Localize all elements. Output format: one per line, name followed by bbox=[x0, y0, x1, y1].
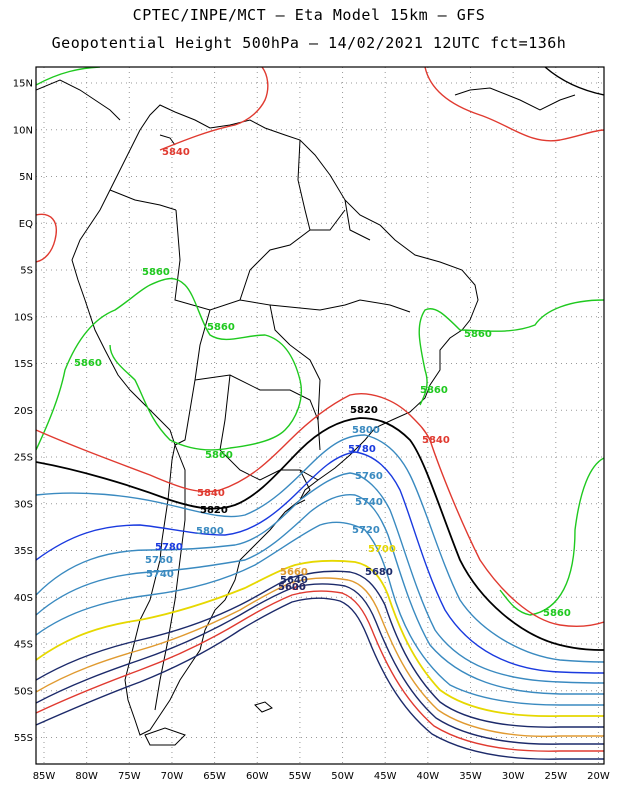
contour-5840-north bbox=[159, 67, 269, 151]
contour-5720 bbox=[36, 521, 604, 706]
lat-tick-label: 55S bbox=[14, 733, 33, 744]
lat-tick-label: 15N bbox=[13, 79, 33, 90]
lat-lon-grid bbox=[36, 67, 604, 764]
contour-5780 bbox=[36, 451, 604, 674]
lon-tick-label: 60W bbox=[246, 771, 269, 782]
lat-tick-label: 30S bbox=[14, 499, 33, 510]
contour-5680 bbox=[36, 570, 604, 728]
lon-tick-label: 45W bbox=[374, 771, 397, 782]
contour-5760 bbox=[36, 472, 604, 684]
contour-5860-top bbox=[36, 67, 101, 86]
contour-label: 5700 bbox=[368, 544, 396, 555]
lon-tick-label: 35W bbox=[459, 771, 482, 782]
lon-tick-label: 20W bbox=[587, 771, 610, 782]
lat-tick-label: 25S bbox=[14, 453, 33, 464]
contour-label: 5840 bbox=[422, 435, 450, 446]
contour-5800 bbox=[36, 434, 604, 663]
contour-5860-southeast bbox=[499, 457, 604, 616]
contour-5840-east bbox=[429, 439, 604, 627]
lon-tick-label: 30W bbox=[502, 771, 525, 782]
contour-label: 5740 bbox=[355, 497, 383, 508]
contour-label: 5800 bbox=[196, 526, 224, 537]
contour-5600 bbox=[36, 597, 604, 760]
contour-label: 5840 bbox=[197, 488, 225, 499]
contour-label: 5760 bbox=[355, 471, 383, 482]
contour-label: 5820 bbox=[350, 405, 378, 416]
lon-tick-label: 25W bbox=[544, 771, 567, 782]
contour-label: 5680 bbox=[365, 567, 393, 578]
contour-label: 5860 bbox=[207, 322, 235, 333]
lon-tick-label: 80W bbox=[75, 771, 98, 782]
contour-label: 5800 bbox=[352, 425, 380, 436]
contour-label: 5780 bbox=[348, 444, 376, 455]
contour-5860-main bbox=[36, 277, 302, 451]
contour-label: 5860 bbox=[420, 385, 448, 396]
lon-tick-label: 40W bbox=[417, 771, 440, 782]
contour-label: 5860 bbox=[74, 358, 102, 369]
lon-tick-label: 85W bbox=[33, 771, 56, 782]
longitude-labels: 85W 80W 75W 70W 65W 60W 55W 50W 45W 40W 35W 30W 25W 2… bbox=[33, 771, 610, 782]
lon-tick-label: 50W bbox=[331, 771, 354, 782]
lat-tick-label: 5S bbox=[20, 266, 33, 277]
contour-label: 5620 bbox=[278, 582, 306, 593]
contour-labels: 5840 5860 5860 5860 5860 5860 5860 5860 … bbox=[74, 147, 571, 619]
contour-label: 5640 bbox=[280, 575, 308, 586]
lon-tick-label: 65W bbox=[203, 771, 226, 782]
contour-label: 5660 bbox=[280, 567, 308, 578]
contour-5840-northeast bbox=[424, 67, 604, 142]
lon-tick-label: 70W bbox=[161, 771, 184, 782]
lon-tick-label: 75W bbox=[118, 771, 141, 782]
contour-5620 bbox=[36, 590, 604, 752]
map-title-line2: Geopotential Height 500hPa – 14/02/2021 … bbox=[51, 34, 567, 52]
contour-label: 5780 bbox=[155, 542, 183, 553]
contour-label: 5860 bbox=[543, 608, 571, 619]
contour-label: 5720 bbox=[352, 525, 380, 536]
contour-label: 5760 bbox=[145, 555, 173, 566]
contour-label: 5860 bbox=[464, 329, 492, 340]
contour-label: 5820 bbox=[200, 505, 228, 516]
lat-tick-label: 5N bbox=[19, 172, 33, 183]
contour-5820-north bbox=[544, 67, 604, 96]
lat-tick-label: 10S bbox=[14, 312, 33, 323]
height-contours bbox=[36, 67, 604, 760]
coastline-borders bbox=[36, 79, 576, 746]
contour-5660 bbox=[36, 577, 604, 738]
lat-tick-label: 40S bbox=[14, 593, 33, 604]
latitude-labels: 15N 10N 5N EQ 5S 10S 15S 20S 25S 30S 35S 40S 45S 50S 5… bbox=[13, 79, 33, 745]
lat-tick-label: 45S bbox=[14, 640, 33, 651]
lat-tick-label: EQ bbox=[19, 219, 33, 230]
contour-label: 5600 bbox=[278, 582, 306, 593]
contour-5840-mid bbox=[36, 393, 431, 493]
map-title-line1: CPTEC/INPE/MCT – Eta Model 15km – GFS bbox=[132, 6, 486, 24]
contour-5860-east bbox=[418, 299, 604, 406]
map-frame bbox=[35, 66, 605, 765]
contour-label: 5740 bbox=[146, 569, 174, 580]
lat-tick-label: 10N bbox=[13, 125, 33, 136]
contour-5740 bbox=[36, 493, 604, 695]
lon-tick-label: 55W bbox=[289, 771, 312, 782]
contour-5840-west bbox=[36, 213, 57, 263]
contour-5640 bbox=[36, 583, 604, 745]
lat-tick-label: 50S bbox=[14, 686, 33, 697]
contour-label: 5860 bbox=[205, 450, 233, 461]
contour-5700 bbox=[36, 559, 604, 718]
contour-label: 5840 bbox=[162, 147, 190, 158]
lat-tick-label: 20S bbox=[14, 406, 33, 417]
contour-5820-mid bbox=[36, 417, 604, 651]
lat-tick-label: 35S bbox=[14, 546, 33, 557]
lat-tick-label: 15S bbox=[14, 359, 33, 370]
south-america-coastline bbox=[71, 104, 479, 736]
contour-label: 5860 bbox=[142, 267, 170, 278]
